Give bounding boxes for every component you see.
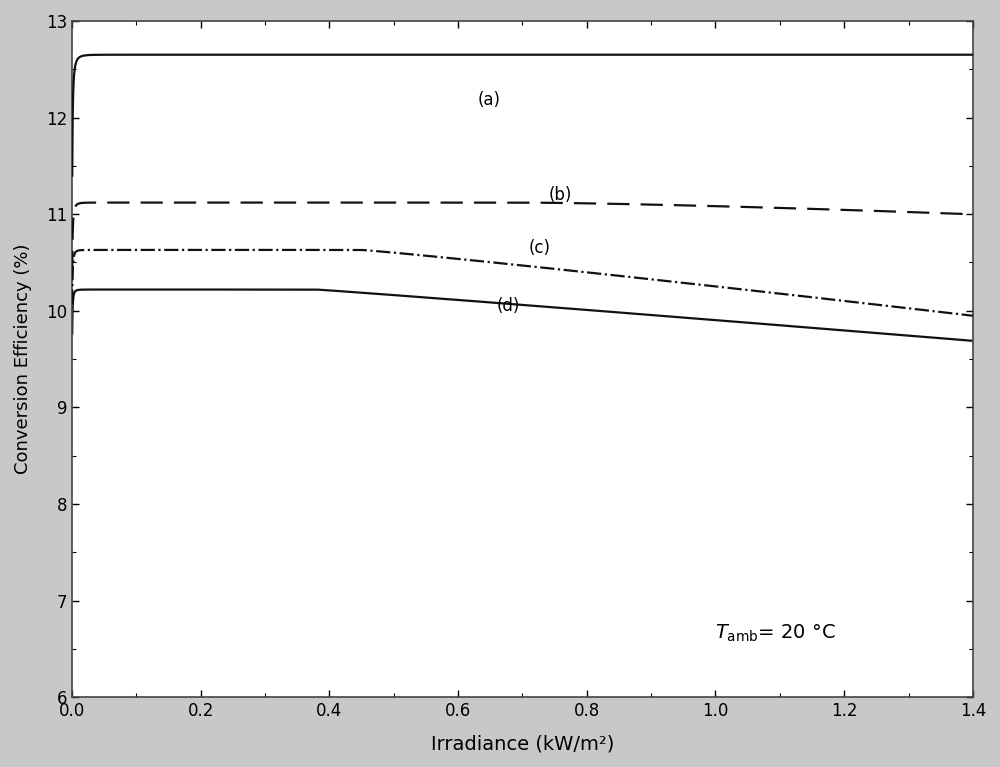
Y-axis label: Conversion Efficiency (%): Conversion Efficiency (%) <box>14 244 32 474</box>
Text: (d): (d) <box>497 297 520 315</box>
Text: (c): (c) <box>529 239 551 257</box>
X-axis label: Irradiance (kW/m²): Irradiance (kW/m²) <box>431 734 614 753</box>
Text: $T_{\mathrm{amb}}$= 20 °C: $T_{\mathrm{amb}}$= 20 °C <box>715 623 836 644</box>
Text: (b): (b) <box>548 186 572 204</box>
Text: (a): (a) <box>477 91 500 109</box>
